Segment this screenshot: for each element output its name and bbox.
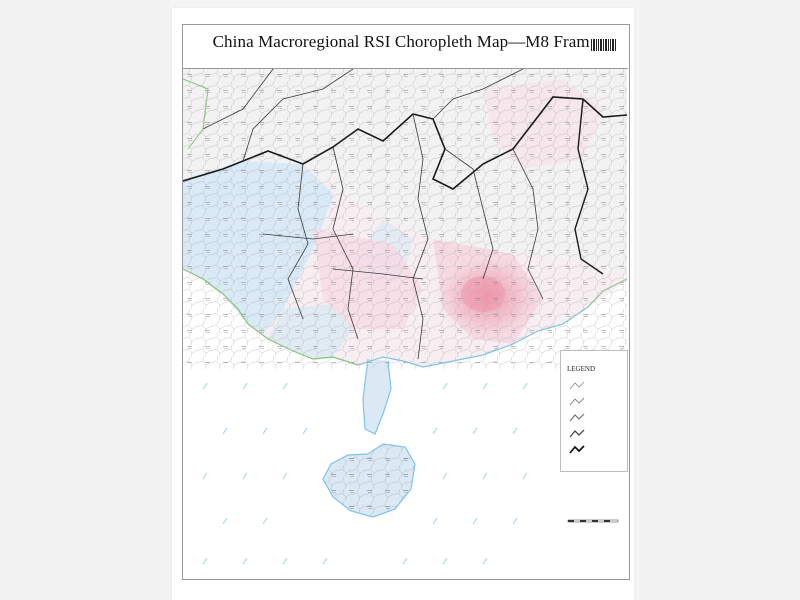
hainan-county-labels bbox=[323, 444, 415, 517]
regional-boundaries bbox=[202, 69, 544, 360]
legend-item-prefecture bbox=[569, 397, 625, 409]
county-labels bbox=[183, 69, 627, 364]
boundary-line-icon bbox=[569, 397, 585, 406]
offmap-boundary-coast bbox=[183, 268, 359, 366]
barcode-icon bbox=[590, 38, 618, 52]
legend-item-region bbox=[569, 429, 625, 441]
leizhou-peninsula bbox=[363, 359, 391, 434]
offmap-boundary-east bbox=[587, 278, 627, 308]
scan-background-left bbox=[0, 0, 170, 600]
legend-item-macroregion bbox=[569, 445, 625, 457]
legend-item-county bbox=[569, 381, 625, 393]
macroregion-boundary-east bbox=[574, 98, 604, 275]
boundary-line-icon bbox=[569, 445, 585, 454]
coastline bbox=[322, 306, 589, 518]
boundary-line-icon bbox=[569, 413, 585, 422]
sea-hatch-marks bbox=[202, 382, 528, 565]
boundary-line-icon bbox=[569, 381, 585, 390]
title-band: China Macroregional RSI Choropleth Map—M… bbox=[182, 24, 628, 69]
choropleth-map bbox=[183, 69, 627, 565]
offmap-boundary-west bbox=[183, 78, 209, 150]
legend-item-province bbox=[569, 413, 625, 425]
scale-bar-graphic bbox=[567, 519, 619, 523]
legend-title: LEGEND bbox=[567, 365, 595, 373]
boundary-line-icon bbox=[569, 429, 585, 438]
scale-bar bbox=[566, 512, 620, 532]
map-legend: LEGEND bbox=[560, 350, 628, 472]
map-title: China Macroregional RSI Choropleth Map—M… bbox=[212, 32, 598, 51]
scan-background-right bbox=[640, 0, 800, 600]
